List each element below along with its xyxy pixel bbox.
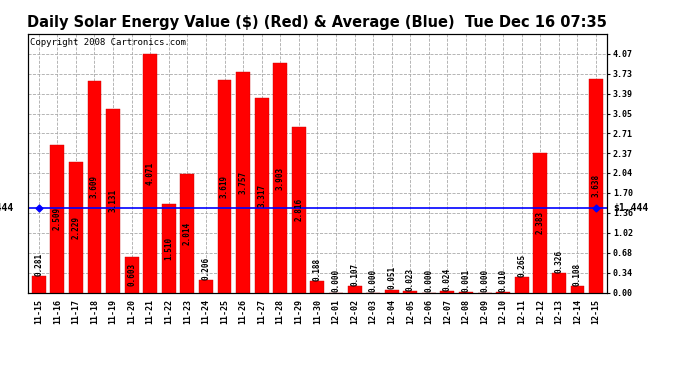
Text: 0.000: 0.000: [331, 269, 340, 292]
Bar: [32, 276, 46, 292]
Text: 2.383: 2.383: [536, 211, 545, 234]
Text: Copyright 2008 Cartronics.com: Copyright 2008 Cartronics.com: [30, 38, 186, 46]
Bar: [292, 127, 306, 292]
Text: 0.024: 0.024: [443, 268, 452, 291]
Text: 0.265: 0.265: [518, 254, 526, 277]
Bar: [106, 109, 120, 292]
Text: 3.317: 3.317: [257, 184, 266, 207]
Text: 0.107: 0.107: [350, 263, 359, 286]
Bar: [589, 79, 603, 292]
Bar: [515, 277, 529, 292]
Bar: [348, 286, 362, 292]
Text: $1.444: $1.444: [613, 203, 648, 213]
Bar: [273, 63, 287, 292]
Text: 0.051: 0.051: [387, 266, 396, 289]
Bar: [199, 280, 213, 292]
Text: 3.609: 3.609: [90, 175, 99, 198]
Text: $1.444: $1.444: [0, 203, 13, 213]
Text: 2.229: 2.229: [71, 216, 81, 238]
Bar: [144, 54, 157, 292]
Bar: [217, 80, 231, 292]
Bar: [162, 204, 176, 292]
Text: 0.603: 0.603: [127, 263, 136, 286]
Bar: [533, 153, 547, 292]
Bar: [50, 145, 64, 292]
Text: 0.010: 0.010: [499, 268, 508, 292]
Text: 0.023: 0.023: [406, 268, 415, 291]
Bar: [88, 81, 101, 292]
Text: Daily Solar Energy Value ($) (Red) & Average (Blue)  Tue Dec 16 07:35: Daily Solar Energy Value ($) (Red) & Ave…: [28, 15, 607, 30]
Bar: [385, 290, 399, 292]
Text: 0.001: 0.001: [462, 269, 471, 292]
Text: 3.638: 3.638: [591, 174, 600, 197]
Text: 0.188: 0.188: [313, 258, 322, 281]
Bar: [552, 273, 566, 292]
Text: 0.206: 0.206: [201, 257, 210, 280]
Text: 3.619: 3.619: [220, 175, 229, 198]
Text: 3.903: 3.903: [276, 166, 285, 189]
Text: 2.509: 2.509: [53, 207, 62, 231]
Text: 0.000: 0.000: [368, 269, 377, 292]
Bar: [180, 174, 195, 292]
Bar: [236, 72, 250, 292]
Bar: [310, 282, 324, 292]
Text: 1.510: 1.510: [164, 237, 173, 260]
Bar: [571, 286, 584, 292]
Text: 0.000: 0.000: [424, 269, 433, 292]
Text: 2.816: 2.816: [295, 198, 304, 222]
Text: 3.757: 3.757: [239, 171, 248, 194]
Bar: [440, 291, 455, 292]
Bar: [69, 162, 83, 292]
Text: 0.000: 0.000: [480, 269, 489, 292]
Text: 0.281: 0.281: [34, 253, 43, 276]
Text: 0.326: 0.326: [554, 250, 564, 273]
Bar: [125, 257, 139, 292]
Text: 3.131: 3.131: [108, 189, 117, 212]
Text: 4.071: 4.071: [146, 162, 155, 184]
Bar: [255, 98, 268, 292]
Text: 0.108: 0.108: [573, 263, 582, 286]
Text: 2.014: 2.014: [183, 222, 192, 245]
Bar: [404, 291, 417, 292]
